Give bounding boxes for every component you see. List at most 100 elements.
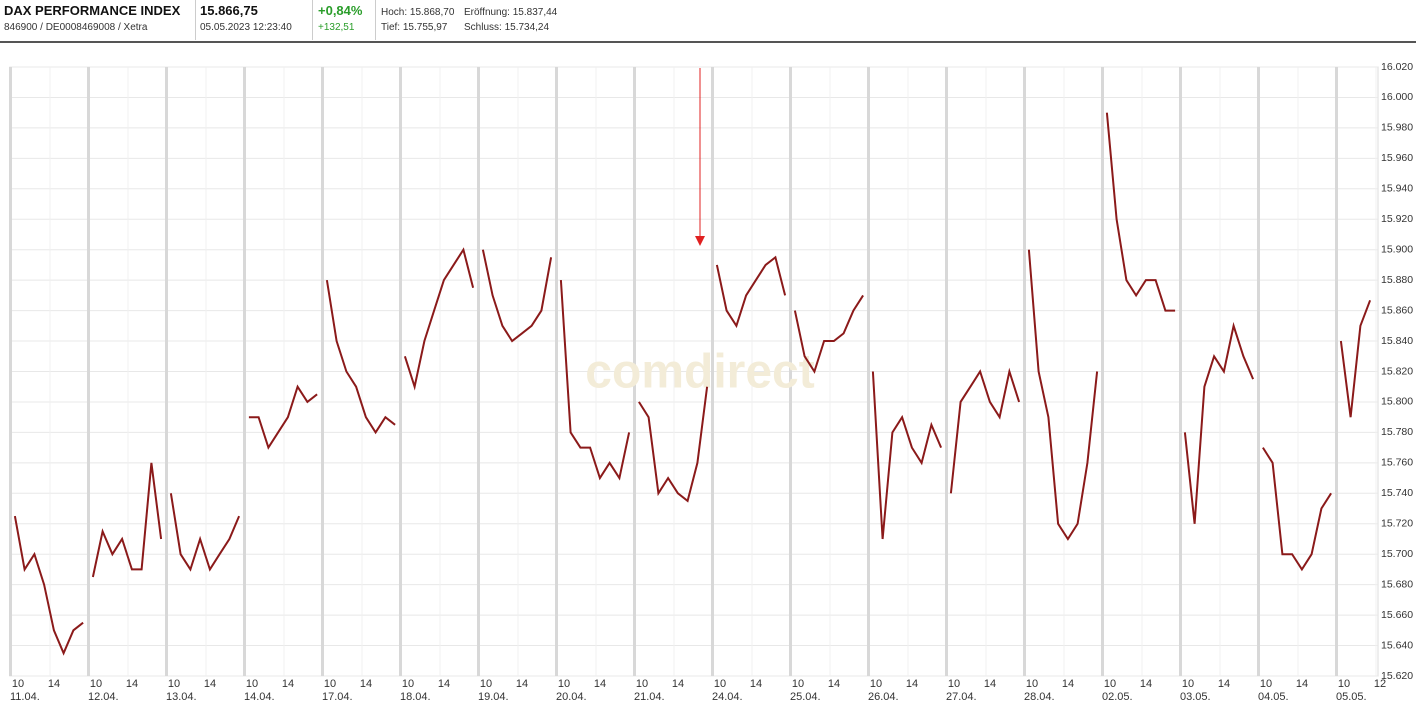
price: 15.866,75 bbox=[200, 3, 258, 18]
annotation-arrowhead bbox=[695, 236, 705, 246]
y-tick-label: 15.840 bbox=[1381, 335, 1413, 347]
x-hour-label: 10 bbox=[636, 678, 648, 690]
x-date-label: 13.04. bbox=[166, 691, 197, 703]
x-date-label: 12.04. bbox=[88, 691, 119, 703]
x-hour-label: 14 bbox=[828, 678, 840, 690]
x-date-label: 21.04. bbox=[634, 691, 665, 703]
open: Eröffnung: 15.837,44 bbox=[464, 7, 558, 18]
x-date-label: 11.04. bbox=[10, 691, 40, 703]
price-line bbox=[403, 247, 475, 391]
y-tick-label: 16.020 bbox=[1381, 61, 1413, 73]
y-tick-label: 15.700 bbox=[1381, 548, 1413, 560]
y-tick-label: 15.800 bbox=[1381, 396, 1413, 408]
x-date-label: 02.05. bbox=[1102, 691, 1133, 703]
x-hour-label: 10 bbox=[480, 678, 492, 690]
x-date-label: 18.04. bbox=[400, 691, 431, 703]
index-title: DAX PERFORMANCE INDEX bbox=[4, 3, 181, 18]
y-tick-label: 15.720 bbox=[1381, 518, 1413, 530]
y-tick-label: 15.920 bbox=[1381, 213, 1413, 225]
x-date-label: 03.05. bbox=[1180, 691, 1211, 703]
x-date-label: 05.05. bbox=[1336, 691, 1367, 703]
separator bbox=[375, 0, 376, 40]
y-tick-label: 15.640 bbox=[1381, 639, 1413, 651]
price-line bbox=[1183, 321, 1255, 524]
price-line bbox=[871, 371, 943, 540]
timestamp: 05.05.2023 12:23:40 bbox=[200, 22, 292, 33]
price-line bbox=[481, 249, 553, 343]
separator bbox=[312, 0, 313, 40]
price-line bbox=[715, 255, 787, 329]
x-hour-label: 14 bbox=[906, 678, 918, 690]
price-line bbox=[1339, 299, 1372, 418]
x-hour-label: 10 bbox=[558, 678, 570, 690]
change-pct: +0,84% bbox=[318, 3, 363, 18]
x-hour-label: 10 bbox=[402, 678, 414, 690]
index-ident: 846900 / DE0008469008 / Xetra bbox=[4, 22, 148, 33]
x-hour-label: 14 bbox=[126, 678, 138, 690]
x-hour-label: 10 bbox=[1260, 678, 1272, 690]
x-hour-label: 10 bbox=[12, 678, 24, 690]
x-hour-label: 10 bbox=[792, 678, 804, 690]
x-date-label: 17.04. bbox=[322, 691, 353, 703]
x-hour-label: 14 bbox=[48, 678, 60, 690]
x-hour-label: 12 bbox=[1374, 678, 1386, 690]
x-hour-label: 10 bbox=[948, 678, 960, 690]
y-tick-label: 15.740 bbox=[1381, 487, 1413, 499]
y-tick-label: 15.900 bbox=[1381, 243, 1413, 255]
y-tick-label: 15.820 bbox=[1381, 365, 1413, 377]
x-hour-label: 14 bbox=[360, 678, 372, 690]
watermark: comdirect bbox=[585, 346, 814, 399]
x-hour-label: 14 bbox=[282, 678, 294, 690]
price-line bbox=[248, 384, 318, 450]
x-hour-label: 10 bbox=[1338, 678, 1350, 690]
y-tick-label: 16.000 bbox=[1381, 91, 1413, 103]
x-date-label: 25.04. bbox=[790, 691, 821, 703]
y-tick-label: 15.680 bbox=[1381, 578, 1413, 590]
header-border bbox=[0, 41, 1416, 43]
x-hour-label: 14 bbox=[984, 678, 996, 690]
price-line bbox=[169, 493, 241, 572]
y-tick-label: 15.980 bbox=[1381, 122, 1413, 134]
separator bbox=[195, 0, 196, 40]
x-hour-label: 14 bbox=[750, 678, 762, 690]
x-hour-label: 14 bbox=[438, 678, 450, 690]
y-tick-label: 15.620 bbox=[1381, 670, 1413, 682]
y-tick-label: 15.940 bbox=[1381, 183, 1413, 195]
x-date-label: 14.04. bbox=[244, 691, 275, 703]
change-abs: +132,51 bbox=[318, 22, 355, 33]
x-date-label: 28.04. bbox=[1024, 691, 1055, 703]
price-line bbox=[559, 280, 631, 481]
y-tick-label: 15.960 bbox=[1381, 152, 1413, 164]
close: Schluss: 15.734,24 bbox=[464, 22, 550, 33]
x-hour-label: 14 bbox=[1062, 678, 1074, 690]
y-tick-label: 15.860 bbox=[1381, 304, 1413, 316]
x-hour-label: 14 bbox=[1218, 678, 1230, 690]
x-hour-label: 14 bbox=[204, 678, 216, 690]
x-hour-label: 14 bbox=[672, 678, 684, 690]
x-hour-label: 10 bbox=[90, 678, 102, 690]
x-date-label: 27.04. bbox=[946, 691, 977, 703]
price-line bbox=[638, 386, 709, 503]
x-hour-label: 10 bbox=[1182, 678, 1194, 690]
x-hour-label: 10 bbox=[714, 678, 726, 690]
x-hour-label: 14 bbox=[1140, 678, 1152, 690]
y-tick-label: 15.880 bbox=[1381, 274, 1413, 286]
y-tick-label: 15.660 bbox=[1381, 609, 1413, 621]
price-line bbox=[793, 294, 864, 374]
x-date-label: 19.04. bbox=[478, 691, 509, 703]
price-line bbox=[1262, 447, 1332, 572]
y-tick-label: 15.760 bbox=[1381, 457, 1413, 469]
price-line bbox=[1027, 249, 1099, 541]
low: Tief: 15.755,97 bbox=[381, 22, 448, 33]
x-date-label: 26.04. bbox=[868, 691, 899, 703]
x-hour-label: 14 bbox=[1296, 678, 1308, 690]
price-line bbox=[91, 462, 163, 578]
x-date-label: 24.04. bbox=[712, 691, 743, 703]
x-hour-label: 14 bbox=[594, 678, 606, 690]
x-hour-label: 10 bbox=[870, 678, 882, 690]
x-hour-label: 10 bbox=[246, 678, 258, 690]
x-hour-label: 10 bbox=[168, 678, 180, 690]
x-date-label: 04.05. bbox=[1258, 691, 1289, 703]
